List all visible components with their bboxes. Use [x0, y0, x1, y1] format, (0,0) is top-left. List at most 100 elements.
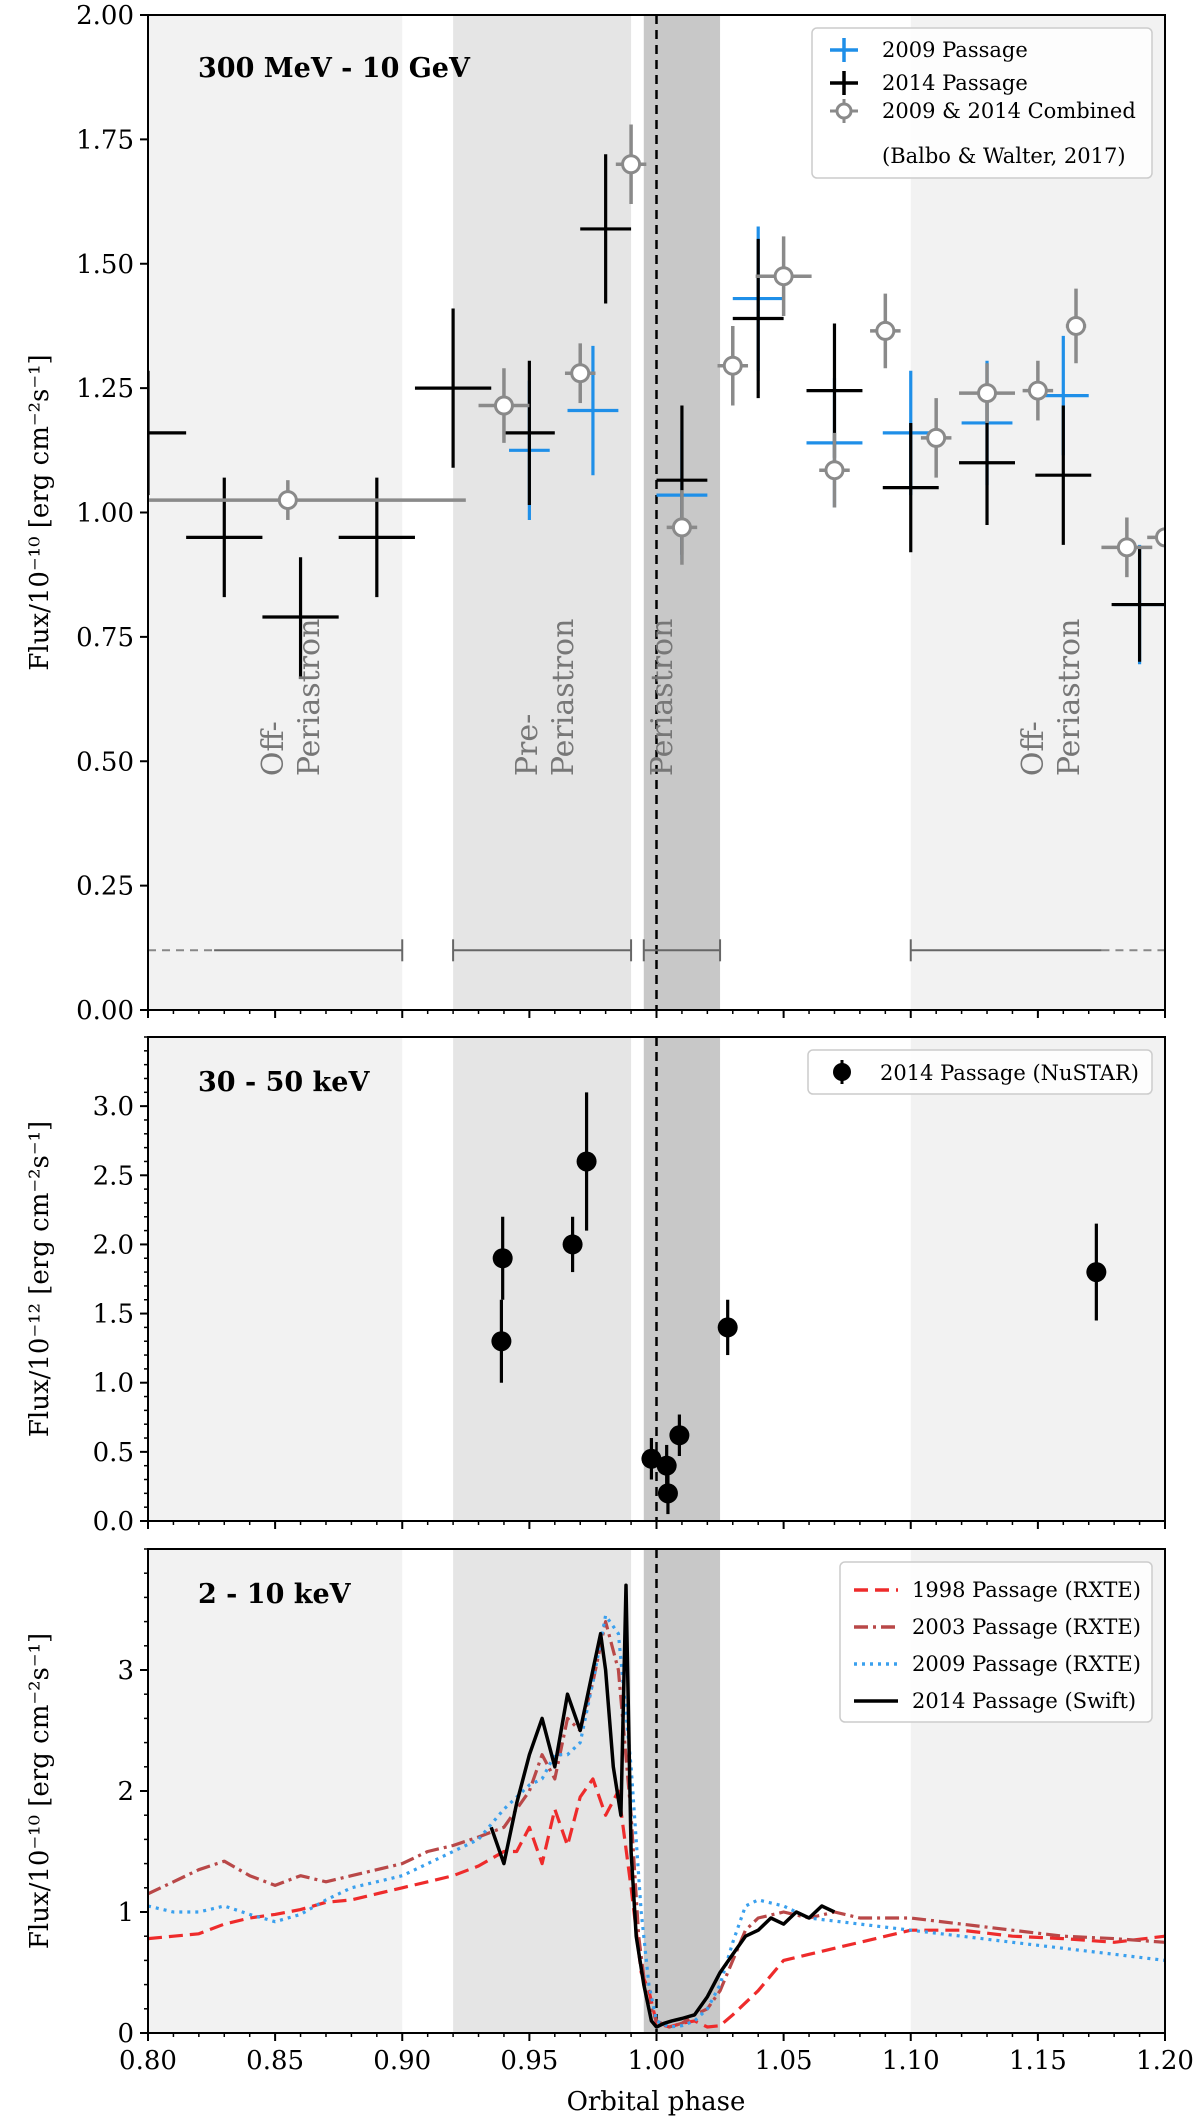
y-tick-label: 1.5 — [93, 1300, 134, 1330]
panel-soft-xray: 0 1 2 3 0.80 0.85 0.90 0.95 1.00 1.05 1.10 1.15 1.20… — [25, 1548, 1194, 2076]
marker — [671, 517, 692, 538]
series-line-1 — [148, 1619, 1165, 2029]
x-tick-label: 0.90 — [373, 2046, 431, 2076]
panel-gamma: Off-Periastron Pre-Periastron Periastron Of… — [25, 1, 1166, 1026]
data-point — [1035, 405, 1092, 545]
plot-area — [491, 1092, 1107, 1515]
y-tick-label: 3.0 — [93, 1092, 134, 1122]
legend-box — [811, 27, 1153, 179]
y-tick-label: 1 — [117, 1898, 134, 1928]
y-tick-label: 2.00 — [76, 1, 134, 31]
y-tick-label: 3 — [117, 1656, 134, 1686]
region-label-line: Periastron — [546, 619, 581, 777]
legend-label: 2003 Passage (RXTE) — [912, 1615, 1141, 1639]
data-point — [503, 360, 555, 506]
data-point — [262, 557, 339, 677]
region-label-line: Periastron — [292, 619, 327, 777]
y-tick-label: 1.0 — [93, 1369, 134, 1399]
region-label-line: Periastron — [645, 619, 680, 777]
y-axis-label: Flux/10⁻¹² [erg cm⁻²s⁻¹] — [25, 1121, 55, 1437]
marker — [926, 427, 947, 448]
legend-label: 2014 Passage (Swift) — [912, 1689, 1136, 1713]
x-axis-label: Orbital phase — [567, 2087, 746, 2117]
y-tick-label: 0.25 — [76, 872, 134, 902]
panel-hard-xray: 0.0 0.5 1.0 1.5 2.0 2.5 3.0 Flux/10⁻¹² [erg cm⁻… — [25, 1036, 1166, 1537]
plot-area — [148, 1583, 1165, 2029]
data-point — [920, 398, 952, 478]
y-tick-label: 1.00 — [76, 499, 134, 529]
legend-key — [835, 102, 853, 120]
x-tick-label: 1.10 — [882, 2046, 940, 2076]
y-axis-label: Flux/10⁻¹⁰ [erg cm⁻²s⁻¹] — [25, 1633, 55, 1949]
data-point — [1086, 1223, 1107, 1321]
region-label: Off-Periastron — [256, 619, 327, 777]
y-tick-label: 0.50 — [76, 747, 134, 777]
data-point — [492, 1216, 513, 1300]
y-tick-label: 0.00 — [76, 996, 134, 1026]
data-point — [755, 236, 812, 316]
marker — [621, 154, 642, 175]
x-tick-label: 1.15 — [1009, 2046, 1067, 2076]
data-point — [819, 432, 850, 508]
marker — [656, 1455, 677, 1476]
legend: 1998 Passage (RXTE) 2003 Passage (RXTE) 20… — [839, 1561, 1153, 1723]
region-label: Pre-Periastron — [510, 619, 581, 777]
marker — [641, 1448, 662, 1469]
legend-label: 2009 Passage — [882, 38, 1028, 62]
y-tick-label: 1.75 — [76, 125, 134, 155]
data-point — [567, 345, 619, 476]
data-point — [717, 1299, 738, 1356]
data-point — [576, 1092, 597, 1231]
pre-periastron-shade — [453, 1549, 632, 2033]
data-point — [1022, 360, 1054, 421]
legend-label: 1998 Passage (RXTE) — [912, 1578, 1141, 1602]
marker — [491, 1331, 512, 1352]
marker — [576, 1151, 597, 1172]
marker — [492, 1248, 513, 1269]
off-periastron-shade — [910, 1037, 1165, 1521]
legend: 2009 Passage 2014 Passage 2009 & 2014 Comb… — [811, 27, 1153, 179]
off-periastron-shade — [148, 1037, 403, 1521]
data-point — [666, 490, 698, 565]
y-tick-label: 0.75 — [76, 623, 134, 653]
data-point — [491, 1299, 512, 1383]
pre-periastron-shade — [453, 15, 632, 1010]
y-tick-label: 2.5 — [93, 1161, 134, 1191]
pre-periastron-shade — [453, 1037, 632, 1521]
marker — [824, 460, 845, 481]
data-point — [870, 293, 901, 369]
x-tick-label: 0.80 — [119, 2046, 177, 2076]
marker — [1086, 1262, 1107, 1283]
marker — [277, 490, 298, 511]
marker — [669, 1425, 690, 1446]
data-point — [641, 1438, 662, 1480]
marker — [875, 320, 896, 341]
plot-area — [148, 124, 1165, 677]
data-point — [669, 1414, 690, 1457]
x-tick-label: 1.00 — [628, 2046, 686, 2076]
y-tick-label: 1.25 — [76, 374, 134, 404]
y-axis-label: Flux/10⁻¹⁰ [erg cm⁻²s⁻¹] — [25, 354, 55, 670]
marker — [773, 266, 794, 287]
y-tick-label: 2.0 — [93, 1230, 134, 1260]
data-point — [657, 1472, 678, 1515]
data-point — [186, 477, 263, 598]
panel-title: 300 MeV - 10 GeV — [198, 53, 471, 84]
marker — [1027, 380, 1048, 401]
marker — [657, 1483, 678, 1504]
marker — [562, 1234, 583, 1255]
region-label-line: Pre- — [510, 714, 545, 776]
data-point — [615, 124, 647, 205]
data-point — [338, 477, 415, 598]
x-tick-label: 1.05 — [755, 2046, 813, 2076]
periastron-shade — [643, 1549, 721, 2033]
off-periastron-shade — [910, 15, 1165, 1010]
x-tick-label: 0.95 — [500, 2046, 558, 2076]
legend: 2014 Passage (NuSTAR) — [807, 1049, 1153, 1095]
data-point — [1111, 547, 1165, 662]
legend-label: 2014 Passage — [882, 71, 1028, 95]
data-point — [882, 422, 939, 553]
data-point — [1065, 288, 1087, 364]
x-tick-label: 1.20 — [1136, 2046, 1194, 2076]
region-label-line: Off- — [256, 721, 291, 776]
